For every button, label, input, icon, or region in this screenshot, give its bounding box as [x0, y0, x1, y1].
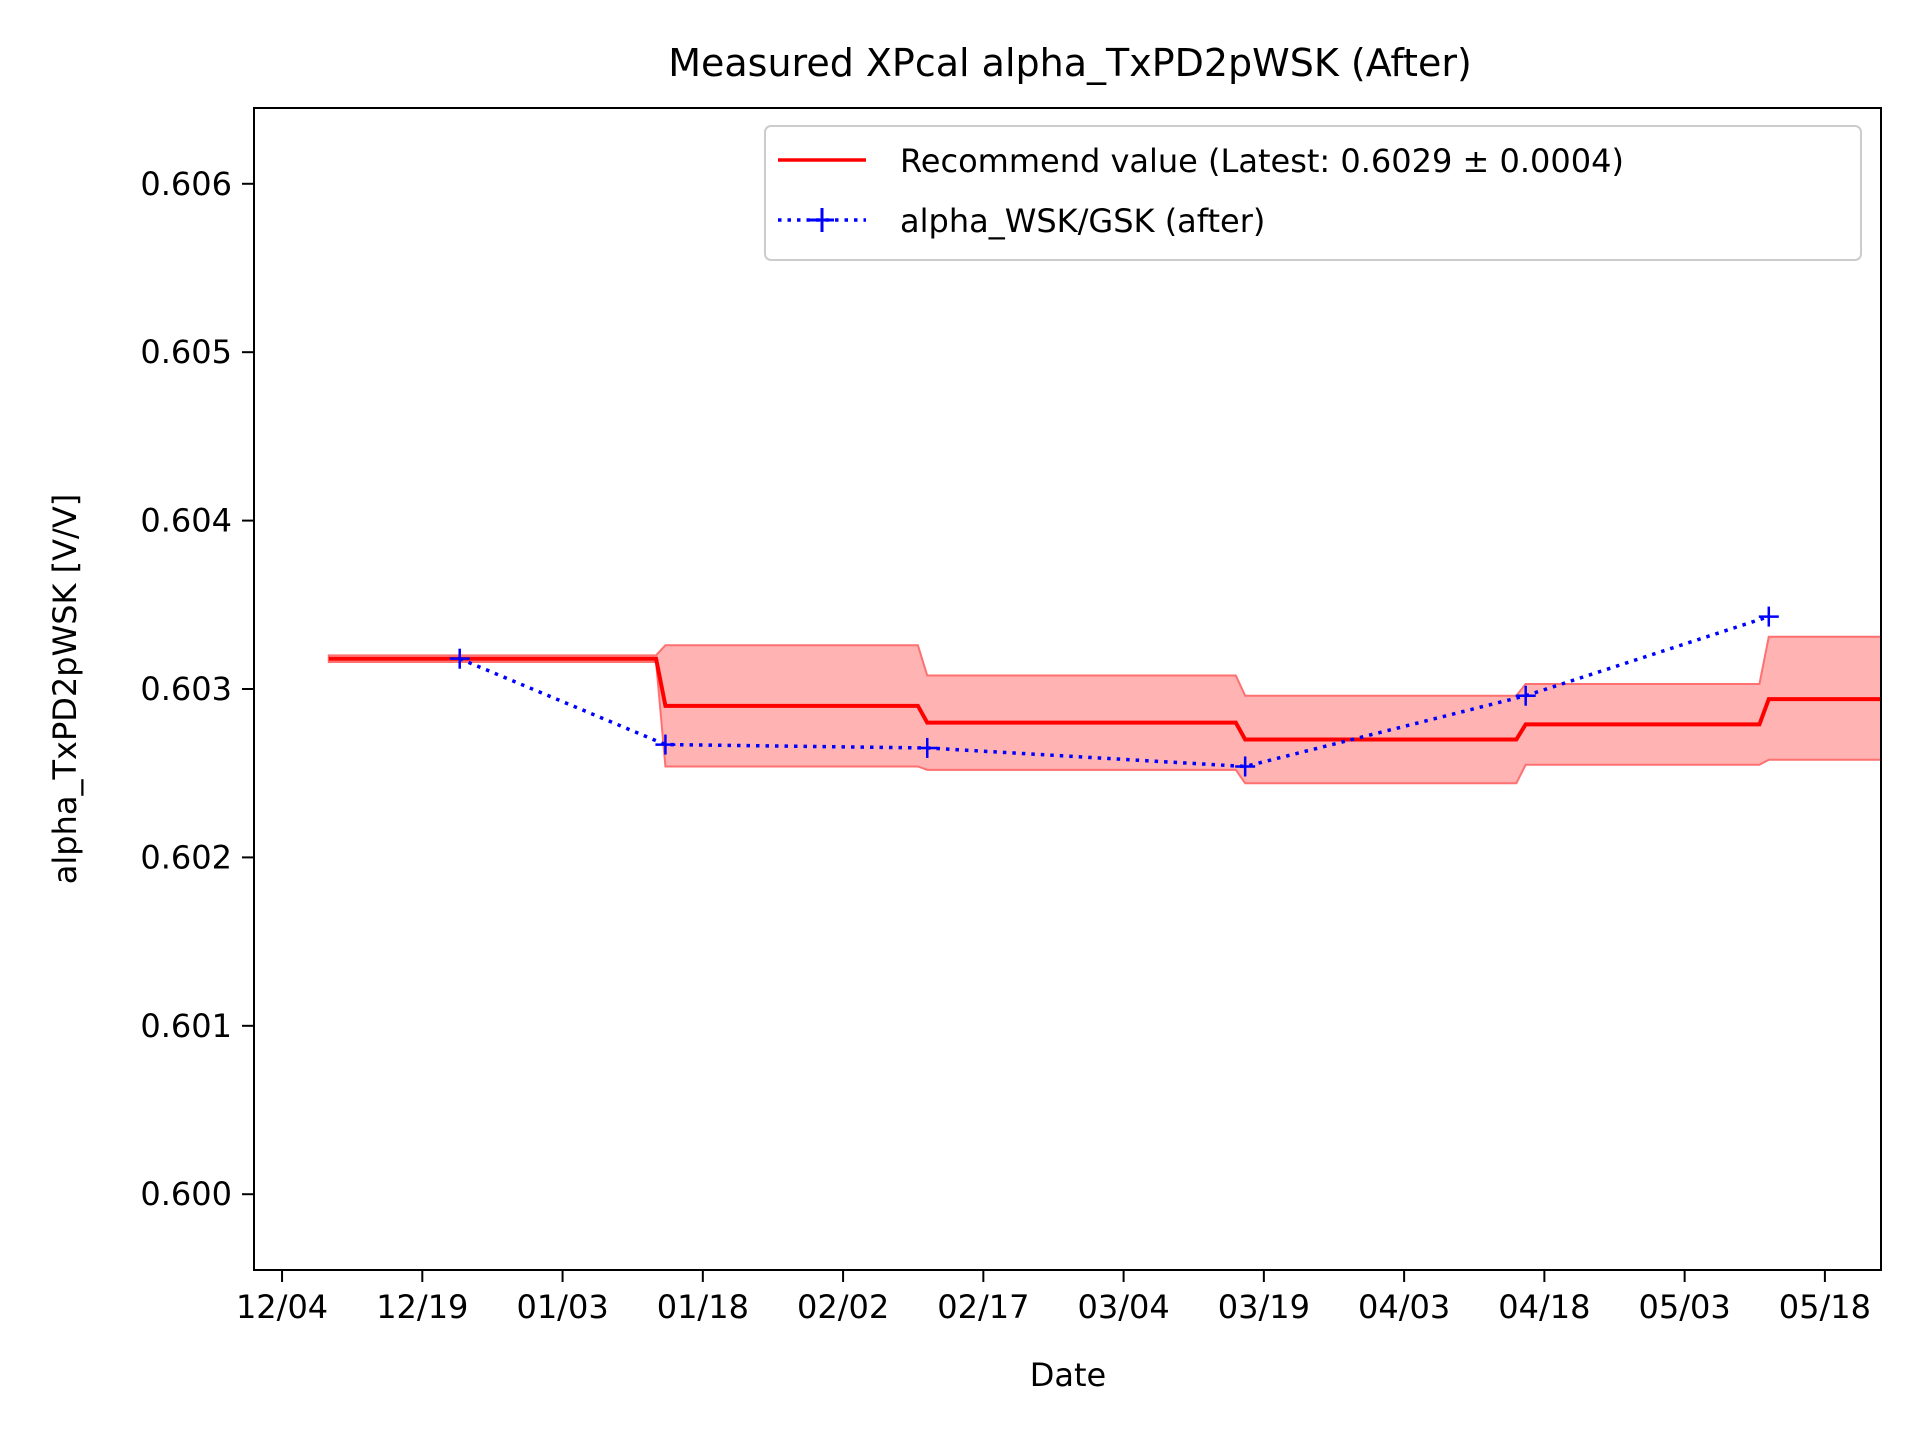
recommend-value-line — [328, 656, 1881, 742]
x-tick-label: 03/19 — [1218, 1288, 1310, 1326]
x-tick-label: 05/03 — [1639, 1288, 1731, 1326]
y-tick-label: 0.606 — [140, 165, 232, 203]
y-tick-label: 0.600 — [140, 1175, 232, 1213]
y-tick-label: 0.601 — [140, 1007, 232, 1045]
y-tick-label: 0.604 — [140, 502, 232, 540]
legend: Recommend value (Latest: 0.6029 ± 0.0004… — [764, 125, 1862, 261]
y-tick-label: 0.603 — [140, 670, 232, 708]
alpha-wsk-gsk-point — [1758, 606, 1779, 627]
x-axis-label: Date — [1030, 1356, 1106, 1394]
y-axis-label: alpha_TxPD2pWSK [V/V] — [46, 494, 84, 884]
legend-label-alpha: alpha_WSK/GSK (after) — [900, 202, 1265, 240]
chart-title: Measured XPcal alpha_TxPD2pWSK (After) — [668, 41, 1472, 85]
x-tick-label: 01/18 — [657, 1288, 749, 1326]
y-axis: 0.600 0.601 0.602 0.603 0.604 0.605 0.606 — [140, 165, 254, 1213]
legend-label-recommend: Recommend value (Latest: 0.6029 ± 0.0004… — [900, 142, 1624, 180]
x-tick-label: 12/19 — [376, 1288, 468, 1326]
x-tick-label: 04/18 — [1498, 1288, 1590, 1326]
x-tick-label: 02/17 — [937, 1288, 1029, 1326]
alpha-wsk-gsk-point — [655, 734, 676, 755]
y-tick-label: 0.605 — [140, 333, 232, 371]
series-layer — [328, 606, 1881, 777]
x-tick-label: 12/04 — [236, 1288, 328, 1326]
x-tick-label: 01/03 — [516, 1288, 608, 1326]
x-tick-label: 04/03 — [1358, 1288, 1450, 1326]
alpha-wsk-gsk-point — [1515, 685, 1536, 706]
alpha-wsk-gsk-point — [917, 737, 938, 758]
y-tick-label: 0.602 — [140, 838, 232, 876]
x-tick-label: 03/04 — [1077, 1288, 1169, 1326]
x-axis: 12/04 12/19 01/03 01/18 02/02 02/17 03/04 03/19… — [236, 1270, 1871, 1326]
x-tick-label: 05/18 — [1779, 1288, 1871, 1326]
alpha-wsk-gsk-point — [449, 648, 470, 669]
alpha-wsk-gsk-point — [1235, 756, 1256, 777]
x-tick-label: 02/02 — [797, 1288, 889, 1326]
legend-box — [764, 125, 1862, 261]
